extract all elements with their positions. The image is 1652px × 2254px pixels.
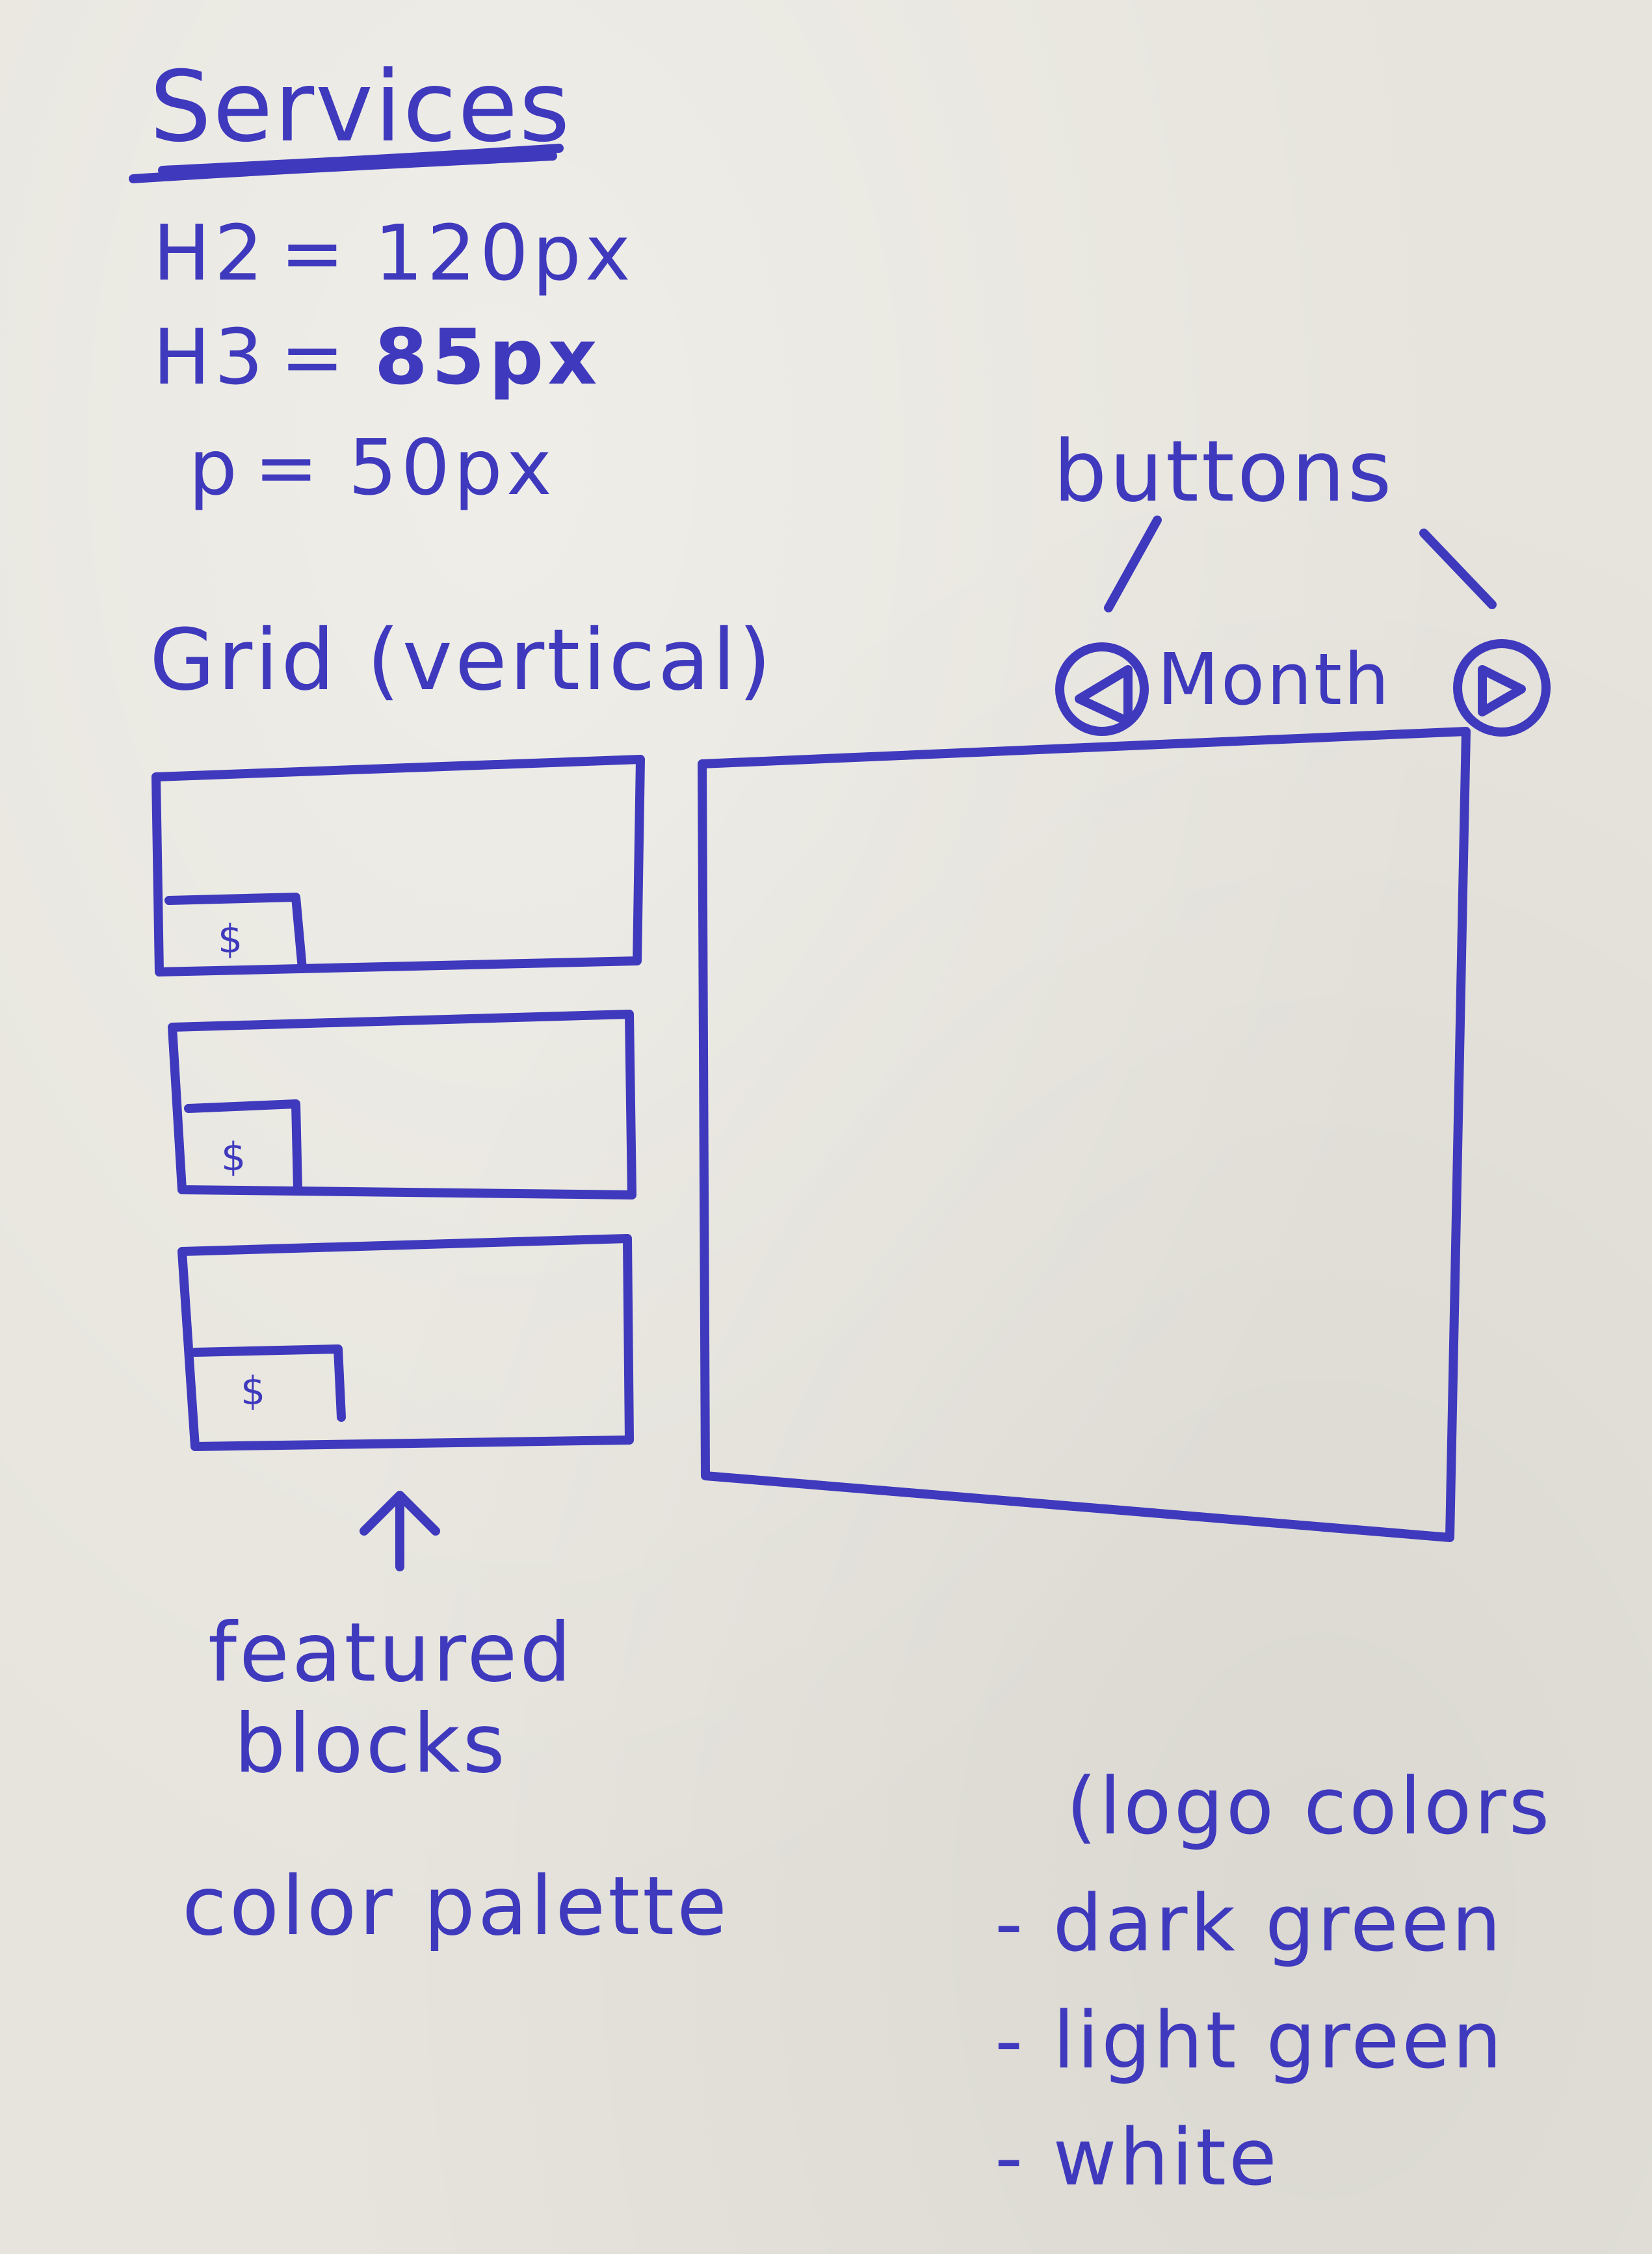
color-item-dark-green: - dark green: [995, 1879, 1504, 1969]
h2-size-spec: H2 = 120px: [153, 215, 635, 291]
p-size-spec: p = 50px: [189, 429, 556, 506]
price-tag-1: $: [218, 917, 243, 962]
featured-block-2: [168, 1010, 636, 1199]
equals-sign: =: [280, 208, 348, 298]
palette-label: color palette: [182, 1859, 730, 1954]
buttons-annotation: buttons: [1053, 422, 1395, 521]
p-label: p: [189, 423, 241, 512]
h2-label: H2: [153, 208, 267, 298]
calendar-box: [698, 727, 1471, 1542]
featured-label: featured: [208, 1606, 574, 1700]
prev-arrow: [1075, 665, 1133, 726]
buttons-leader-left: [1104, 516, 1162, 612]
h3-value: 85px: [374, 312, 601, 402]
title-underline: [129, 151, 557, 183]
featured-block-3: [177, 1234, 634, 1451]
title-underline-2: [158, 144, 564, 175]
price-tag-2: $: [221, 1134, 246, 1180]
color-list: - dark green - light green - white: [995, 1885, 1504, 2236]
blocks-label: blocks: [234, 1697, 508, 1791]
month-label: Month: [1157, 638, 1391, 721]
buttons-leader-right: [1419, 529, 1497, 609]
next-arrow: [1478, 665, 1526, 716]
color-item-light-green: - light green: [995, 1996, 1505, 2086]
logo-colors-label: (logo colors: [1066, 1762, 1553, 1852]
h3-size-spec: H3 = 85px: [153, 319, 601, 395]
featured-arrow: [360, 1491, 440, 1571]
price-tag-3: $: [241, 1369, 266, 1414]
equals-sign: =: [280, 312, 348, 402]
h3-label: H3: [153, 312, 267, 402]
p-value: 50px: [348, 423, 556, 512]
equals-sign: =: [254, 423, 322, 512]
prev-button-circle: [1055, 642, 1149, 736]
page-title: Services: [150, 51, 571, 164]
next-button-circle: [1453, 639, 1551, 737]
h2-value: 120px: [374, 208, 635, 298]
featured-block-1: [151, 755, 645, 976]
color-item-white: - white: [995, 2113, 1279, 2203]
grid-label: Grid (vertical): [150, 610, 774, 709]
